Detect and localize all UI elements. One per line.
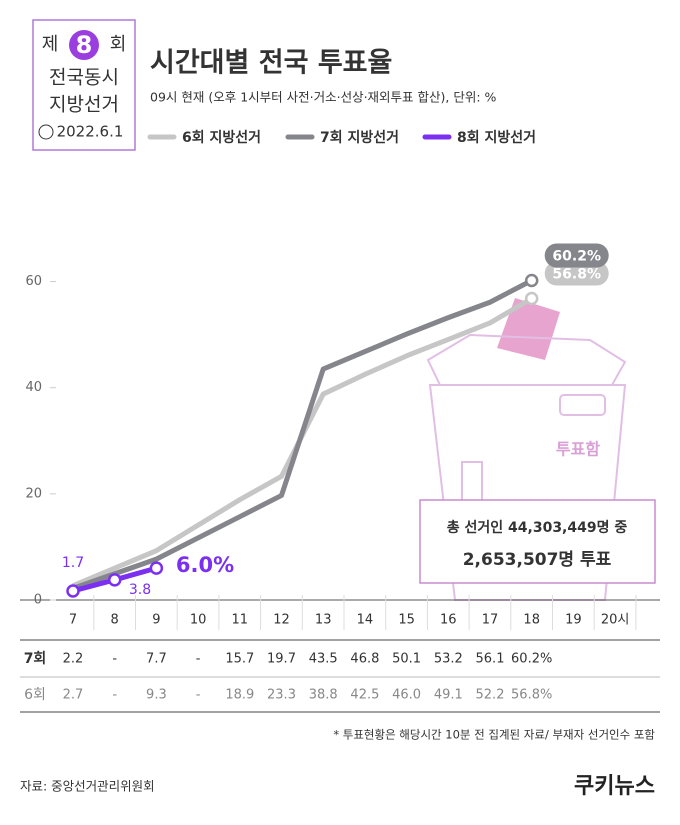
value-label: 60.2% xyxy=(552,248,601,264)
x-tick-label: 16 xyxy=(440,613,457,628)
table-cell: 49.1 xyxy=(434,688,463,703)
value-pill xyxy=(544,261,609,286)
annotation: 2,653,507명 투표 xyxy=(463,550,612,570)
source: 자료: 중앙선거관리위원회 xyxy=(20,779,155,794)
table-cell: 56.8% xyxy=(511,688,552,703)
y-tick-label: 20 xyxy=(25,486,42,501)
value-label: 6.0% xyxy=(176,553,234,577)
logo-frame xyxy=(32,19,136,151)
row-label: 6회 xyxy=(24,687,46,703)
table-cell: - xyxy=(196,688,201,703)
table-cell: 18.9 xyxy=(225,688,254,703)
table-cell: 52.2 xyxy=(476,688,505,703)
x-tick-label: 18 xyxy=(523,613,540,628)
x-tick-label: 13 xyxy=(315,613,332,628)
x-tick-label: 7 xyxy=(69,613,77,628)
point xyxy=(524,291,539,306)
table-cell: 56.1 xyxy=(476,652,505,667)
logo-icon xyxy=(38,124,54,140)
x-tick-label: 15 xyxy=(398,613,415,628)
point xyxy=(149,561,164,575)
x-tick-label: 9 xyxy=(152,613,160,628)
y-tick-label: 0 xyxy=(34,593,42,608)
table-cell: 50.1 xyxy=(392,652,421,667)
legend-label: 7회 지방선거 xyxy=(320,129,399,146)
logo-badge xyxy=(69,30,99,60)
x-tick-label: 17 xyxy=(482,613,499,628)
point xyxy=(107,573,122,587)
value-pill xyxy=(544,243,609,268)
y-tick-label: 60 xyxy=(25,274,42,289)
table-cell: 23.3 xyxy=(267,688,296,703)
logo-text: 전국동시 xyxy=(49,67,119,89)
legend-label: 8회 지방선거 xyxy=(457,129,536,146)
value-label: 3.8 xyxy=(129,582,151,598)
table-cell: - xyxy=(196,652,201,667)
x-tick-label: 20시 xyxy=(601,613,630,628)
x-tick-label: 8 xyxy=(111,613,119,628)
table-cell: 38.8 xyxy=(309,688,338,703)
annotation: 총 선거인 44,303,449명 중 xyxy=(447,519,628,536)
logo-text: 제 xyxy=(42,34,59,55)
table-cell: 42.5 xyxy=(350,688,379,703)
table-cell: - xyxy=(112,688,117,703)
table-cell: 46.0 xyxy=(392,688,421,703)
legend-label: 6회 지방선거 xyxy=(182,129,261,146)
logo-text: 지방선거 xyxy=(49,94,119,116)
table-cell: 19.7 xyxy=(267,652,296,667)
table-cell: 7.7 xyxy=(146,652,167,667)
table-cell: 53.2 xyxy=(434,652,463,667)
value-label: 56.8% xyxy=(552,267,601,283)
x-tick-label: 11 xyxy=(232,613,249,628)
x-tick-label: 14 xyxy=(357,613,374,628)
x-tick-label: 10 xyxy=(190,613,207,628)
table-cell: 43.5 xyxy=(309,652,338,667)
point xyxy=(524,273,539,288)
table-cell: 60.2% xyxy=(511,652,552,667)
point xyxy=(66,584,80,598)
y-tick-label: 40 xyxy=(25,380,42,395)
table-cell: 9.3 xyxy=(146,688,167,703)
annotation-box xyxy=(419,499,656,584)
chart-subtitle: 09시 현재 (오후 1시부터 사전·거소·선상·재외투표 합산), 단위: % xyxy=(150,90,497,105)
table-cell: 46.8 xyxy=(350,652,379,667)
logo-number: 8 xyxy=(76,31,93,59)
table-cell: 2.2 xyxy=(63,652,84,667)
table-cell: 2.7 xyxy=(63,688,84,703)
logo-date: 2022.6.1 xyxy=(57,123,124,141)
x-tick-label: 12 xyxy=(273,613,290,628)
brand: 쿠키뉴스 xyxy=(574,774,655,799)
box-label: 투표함 xyxy=(556,440,600,459)
table-cell: - xyxy=(112,652,117,667)
footnote: * 투표현황은 해당시간 10분 전 집계된 자료/ 부재자 선거인수 포함 xyxy=(333,728,655,742)
logo-text: 회 xyxy=(110,34,127,55)
table-cell: 15.7 xyxy=(225,652,254,667)
x-tick-label: 19 xyxy=(565,613,582,628)
series-line xyxy=(72,278,533,591)
row-label: 7회 xyxy=(24,651,47,667)
chart-title: 시간대별 전국 투표율 xyxy=(150,48,392,79)
series-line xyxy=(72,296,533,588)
value-label: 1.7 xyxy=(62,555,84,571)
